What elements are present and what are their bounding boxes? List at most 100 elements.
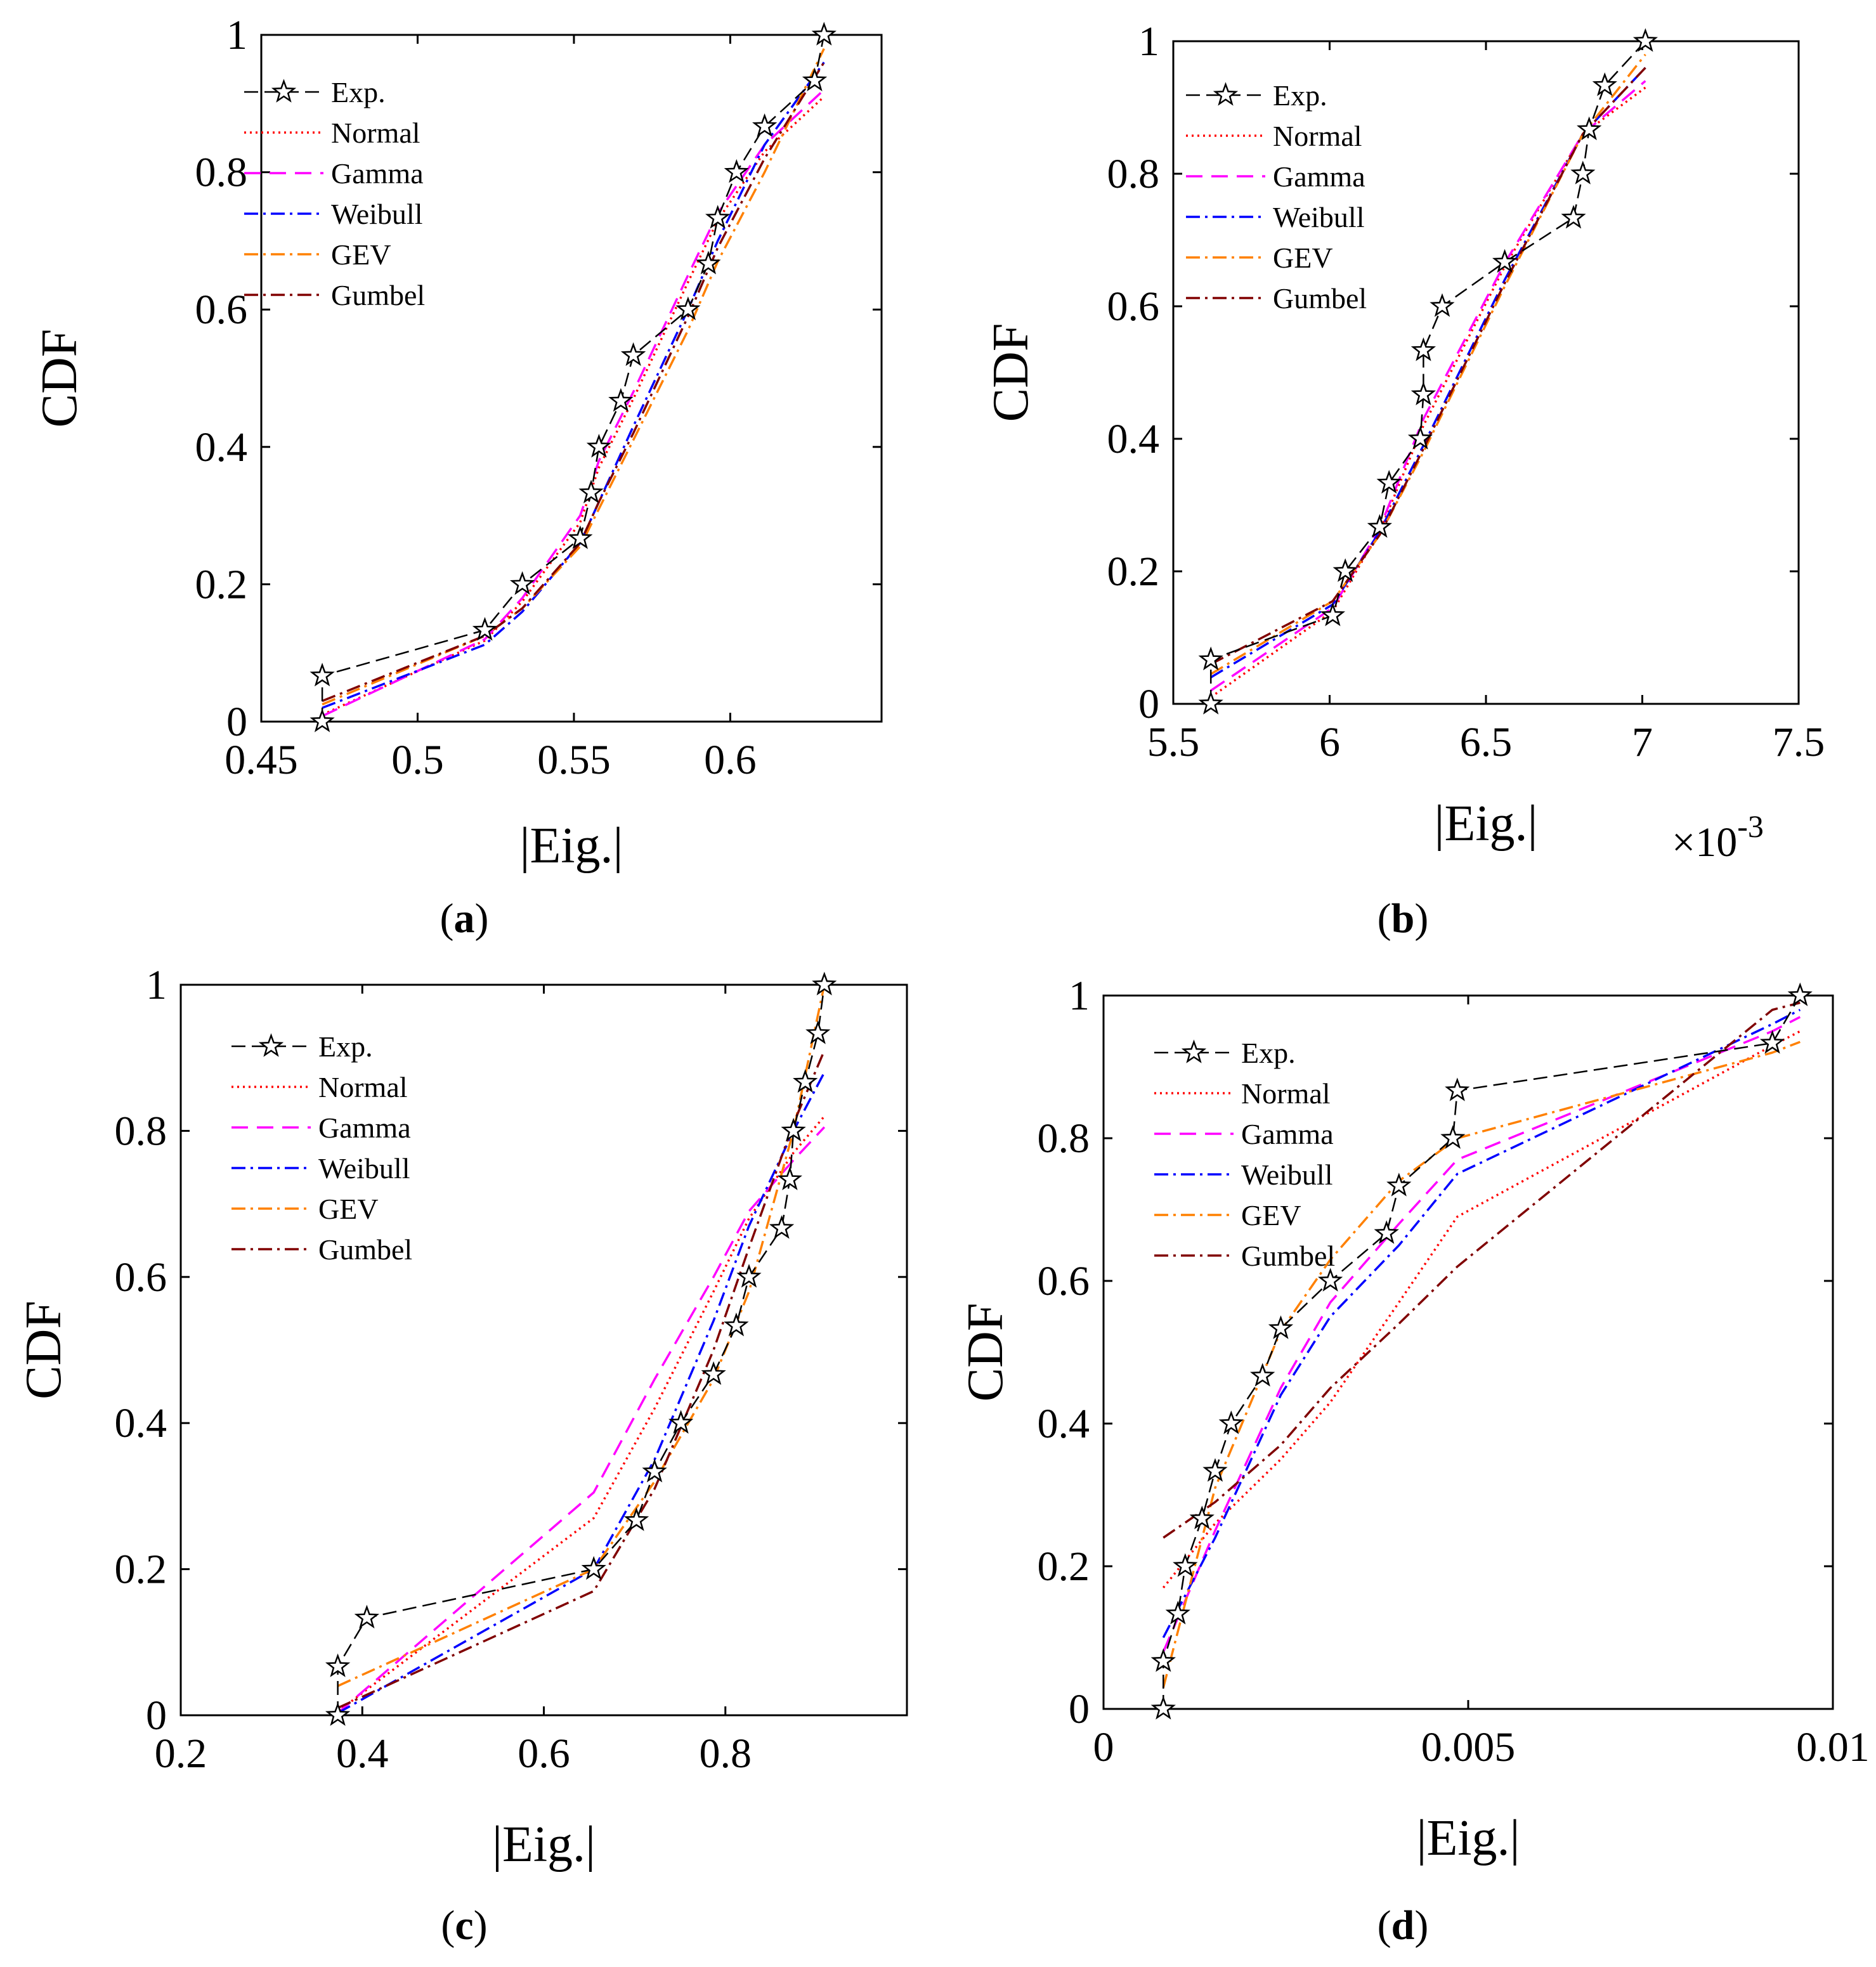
series-line-gamma [337,1126,826,1714]
exp-data-point [1632,28,1658,52]
exp-data-point [1410,381,1436,406]
exp-data-point [811,22,837,46]
panel-label: (c) [441,1902,487,1949]
x-tick-label: 0.4 [336,1730,389,1777]
y-axis-label: CDF [983,323,1039,422]
legend-label: Gamma [318,1112,411,1144]
legend-label: Exp. [331,76,386,108]
legend-label: Gumbel [318,1233,412,1266]
y-tick-label: 1 [1138,18,1159,65]
y-tick-label: 0.8 [1107,151,1160,197]
series-line-gev [337,984,826,1687]
y-tick-label: 0.4 [1107,416,1160,462]
x-tick-label: 6.5 [1460,719,1513,765]
x-tick-label: 0 [1093,1724,1114,1770]
series-line-gev [1162,1041,1801,1688]
exp-data-point [675,296,701,320]
y-tick-label: 1 [146,962,167,1008]
exp-data-point [701,1361,726,1386]
exp-data-point [1577,116,1602,141]
chart-panel-a: 0 0.2 0.4 0.6 0.8 1 0.45 0.5 0.55 0.6 |Eig.| CDF Exp… [32,12,883,874]
x-tick-label: 0.55 [537,737,611,783]
legend-label: Weibull [331,198,423,230]
y-tick-label: 0.4 [115,1400,167,1446]
series-line-gumbel [1210,67,1646,665]
series-line-gamma [322,89,825,717]
series-line-exp [337,984,826,1715]
exp-data-point [1445,1077,1470,1101]
series-line-gamma [1210,80,1646,692]
x-exponent-label: ×10-3 [1672,808,1764,866]
x-tick-label: 0.6 [704,737,757,783]
x-tick-label: 0.8 [700,1730,752,1777]
series-line-exp [321,34,825,722]
exp-data-point [705,205,731,229]
y-tick-label: 0.6 [1038,1258,1090,1304]
exp-data-point [586,434,611,458]
y-tick-label: 0.2 [195,561,248,607]
legend-star-marker [1213,82,1239,106]
panel-label: (b) [1378,895,1429,942]
exp-data-point [1150,1696,1176,1720]
series-line-gamma [1162,1016,1801,1652]
plot-frame [1102,994,1834,1710]
exp-data-point [736,1264,762,1288]
x-tick-label: 0.45 [225,737,298,783]
y-tick-label: 0.6 [115,1254,167,1301]
exp-data-point [1268,1315,1294,1339]
y-axis-label: CDF [958,1303,1013,1402]
exp-data-point [581,1555,606,1580]
y-tick-label: 0.2 [1107,549,1160,595]
exp-data-point [642,1458,667,1483]
y-tick-label: 0.2 [1038,1543,1090,1590]
y-tick-label: 0.2 [115,1547,167,1593]
legend-label: Normal [318,1071,408,1103]
series-line-gumbel [322,62,825,703]
plot-frame [1172,40,1800,705]
x-tick-label: 7 [1632,719,1653,765]
exp-data-point [1430,293,1455,317]
exp-data-point [802,67,828,91]
y-tick-label: 0.6 [1107,283,1160,330]
legend-label: Normal [1241,1077,1331,1110]
legend-label: Gumbel [1241,1240,1335,1272]
series-line-gumbel [1163,1001,1801,1539]
exp-data-point [1250,1363,1275,1387]
legend-label: Weibull [1241,1159,1333,1191]
y-tick-label: 0 [146,1692,167,1739]
legend-label: Gamma [1241,1118,1334,1150]
legend-label: Gamma [331,157,424,190]
legend-label: GEV [318,1193,379,1225]
legend-label: Gumbel [1273,282,1367,315]
exp-data-point [1318,1268,1343,1292]
x-axis-label: |Eig.| [492,1817,596,1873]
x-axis-label: |Eig.| [1416,1810,1520,1866]
y-tick-label: 0.6 [195,287,248,333]
legend-label: Weibull [1273,201,1365,233]
plot-frame [179,984,908,1717]
legend-label: Normal [1273,120,1362,152]
legend-label: Exp. [318,1030,373,1063]
exp-data-point [752,113,778,138]
exp-data-point [1189,1505,1215,1529]
exp-data-point [1407,425,1433,450]
exp-data-point [568,525,593,549]
x-tick-label: 0.6 [518,1730,570,1777]
exp-data-point [1198,646,1223,671]
legend-star-marker [258,1033,284,1057]
exp-data-point [1592,72,1617,96]
chart-panel-d: 0 0.2 0.4 0.6 0.8 1 0 0.005 0.01 |Eig.| CDF Exp. Nor… [958,973,1870,1866]
x-tick-label: 0.2 [155,1730,207,1777]
panel-label: (a) [440,895,489,942]
series-line-weibull [1210,67,1646,678]
x-tick-label: 0.5 [391,737,444,783]
legend-label: Gamma [1273,160,1365,193]
x-tick-label: 7.5 [1773,719,1825,765]
series-line-weibull [322,62,825,709]
exp-data-point [1787,982,1813,1006]
exp-data-point [1367,514,1392,538]
exp-data-point [1320,602,1346,626]
x-tick-label: 5.5 [1147,719,1200,765]
exp-data-point [781,1117,806,1142]
x-tick-label: 0.01 [1796,1724,1870,1770]
